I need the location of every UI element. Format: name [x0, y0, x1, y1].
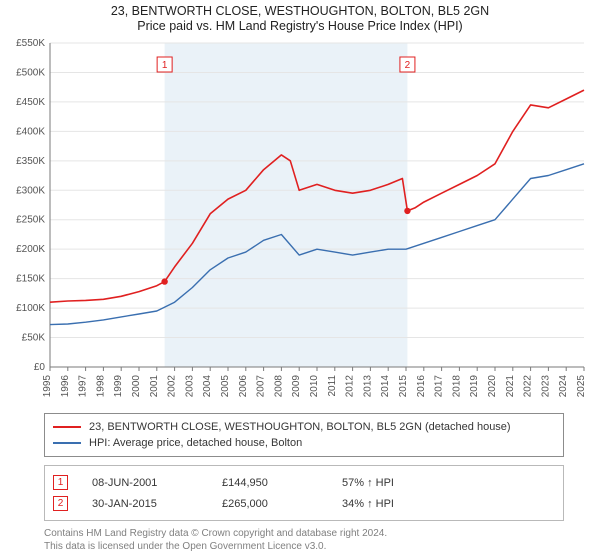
svg-text:2021: 2021: [505, 375, 516, 398]
svg-text:£100K: £100K: [16, 303, 45, 314]
svg-text:1997: 1997: [78, 375, 89, 398]
chart-area: £0 £50K £100K £150K £200K £250K £300K £350K £400…: [10, 37, 590, 407]
svg-text:£0: £0: [34, 362, 46, 373]
svg-text:1999: 1999: [113, 375, 124, 398]
table-row: 1 08-JUN-2001 £144,950 57% ↑ HPI: [53, 472, 555, 493]
footer: Contains HM Land Registry data © Crown c…: [44, 527, 564, 553]
svg-text:£200K: £200K: [16, 244, 45, 255]
svg-text:2015: 2015: [398, 375, 409, 398]
svg-text:2025: 2025: [576, 375, 587, 398]
chart-title-main: 23, BENTWORTH CLOSE, WESTHOUGHTON, BOLTO…: [0, 4, 600, 18]
svg-text:2009: 2009: [291, 375, 302, 398]
sale-marker-1-icon: 1: [53, 475, 68, 490]
svg-text:2000: 2000: [131, 375, 142, 398]
svg-text:2004: 2004: [202, 375, 213, 398]
svg-text:2020: 2020: [487, 375, 498, 398]
svg-text:£350K: £350K: [16, 156, 45, 167]
svg-text:2014: 2014: [380, 375, 391, 398]
footer-line-1: Contains HM Land Registry data © Crown c…: [44, 527, 564, 540]
legend-item-property: 23, BENTWORTH CLOSE, WESTHOUGHTON, BOLTO…: [53, 419, 555, 435]
svg-text:2012: 2012: [345, 375, 356, 398]
svg-text:1: 1: [162, 60, 168, 71]
sale-price: £265,000: [222, 498, 342, 510]
svg-text:£250K: £250K: [16, 215, 45, 226]
sale-date: 08-JUN-2001: [92, 477, 222, 489]
svg-text:£150K: £150K: [16, 274, 45, 285]
line-chart: £0 £50K £100K £150K £200K £250K £300K £350K £400…: [10, 37, 590, 407]
svg-text:2024: 2024: [558, 375, 569, 398]
svg-text:2011: 2011: [327, 375, 338, 397]
legend-label-hpi: HPI: Average price, detached house, Bolt…: [89, 435, 302, 451]
svg-text:2002: 2002: [167, 375, 178, 398]
svg-text:2008: 2008: [273, 375, 284, 398]
svg-text:2023: 2023: [540, 375, 551, 398]
sale-price: £144,950: [222, 477, 342, 489]
svg-text:1996: 1996: [60, 375, 71, 398]
svg-text:2005: 2005: [220, 375, 231, 398]
chart-titles: 23, BENTWORTH CLOSE, WESTHOUGHTON, BOLTO…: [0, 0, 600, 33]
sale-date: 30-JAN-2015: [92, 498, 222, 510]
legend-swatch-hpi: [53, 442, 81, 444]
footer-line-2: This data is licensed under the Open Gov…: [44, 540, 564, 553]
svg-text:2019: 2019: [469, 375, 480, 398]
svg-text:£550K: £550K: [16, 38, 45, 49]
legend-item-hpi: HPI: Average price, detached house, Bolt…: [53, 435, 555, 451]
svg-text:£450K: £450K: [16, 97, 45, 108]
svg-text:2006: 2006: [238, 375, 249, 398]
sales-table: 1 08-JUN-2001 £144,950 57% ↑ HPI 2 30-JA…: [44, 465, 564, 521]
chart-title-sub: Price paid vs. HM Land Registry's House …: [0, 19, 600, 33]
svg-text:£400K: £400K: [16, 126, 45, 137]
svg-text:1998: 1998: [95, 375, 106, 398]
sale-delta: 57% ↑ HPI: [342, 477, 462, 489]
legend-label-property: 23, BENTWORTH CLOSE, WESTHOUGHTON, BOLTO…: [89, 419, 511, 435]
svg-text:2: 2: [405, 60, 411, 71]
svg-text:2016: 2016: [416, 375, 427, 398]
svg-text:1995: 1995: [42, 375, 53, 398]
svg-text:2022: 2022: [523, 375, 534, 398]
svg-text:2003: 2003: [184, 375, 195, 398]
svg-text:£500K: £500K: [16, 67, 45, 78]
svg-text:2010: 2010: [309, 375, 320, 398]
legend: 23, BENTWORTH CLOSE, WESTHOUGHTON, BOLTO…: [44, 413, 564, 457]
svg-text:2001: 2001: [149, 375, 160, 398]
svg-text:2017: 2017: [434, 375, 445, 398]
sale-marker-2-icon: 2: [53, 496, 68, 511]
svg-text:£300K: £300K: [16, 185, 45, 196]
legend-swatch-property: [53, 426, 81, 428]
svg-text:2013: 2013: [362, 375, 373, 398]
svg-text:2018: 2018: [451, 375, 462, 398]
svg-text:£50K: £50K: [22, 333, 46, 344]
sale-delta: 34% ↑ HPI: [342, 498, 462, 510]
table-row: 2 30-JAN-2015 £265,000 34% ↑ HPI: [53, 493, 555, 514]
svg-text:2007: 2007: [256, 375, 267, 398]
